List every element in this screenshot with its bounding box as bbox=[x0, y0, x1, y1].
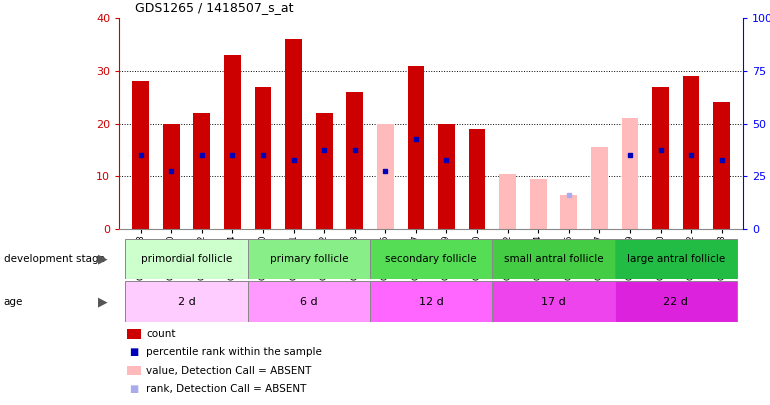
Bar bbox=[621, 118, 638, 229]
Text: count: count bbox=[146, 329, 176, 339]
Text: rank, Detection Call = ABSENT: rank, Detection Call = ABSENT bbox=[146, 384, 306, 394]
Text: 2 d: 2 d bbox=[178, 297, 196, 307]
Bar bbox=[224, 55, 241, 229]
Bar bbox=[683, 76, 699, 229]
Bar bbox=[346, 92, 363, 229]
Bar bbox=[248, 281, 370, 322]
Bar bbox=[163, 124, 179, 229]
Text: ■: ■ bbox=[129, 384, 139, 394]
Text: age: age bbox=[4, 297, 23, 307]
Bar bbox=[492, 281, 614, 322]
Bar bbox=[132, 81, 149, 229]
Bar bbox=[126, 239, 248, 279]
Bar bbox=[438, 124, 455, 229]
Text: small antral follicle: small antral follicle bbox=[504, 254, 604, 264]
Bar bbox=[377, 124, 393, 229]
Bar bbox=[407, 66, 424, 229]
Bar bbox=[469, 129, 485, 229]
Bar bbox=[614, 281, 737, 322]
Bar bbox=[713, 102, 730, 229]
Bar bbox=[492, 239, 614, 279]
Bar bbox=[530, 179, 547, 229]
Bar bbox=[285, 39, 302, 229]
Text: ▶: ▶ bbox=[99, 295, 108, 308]
Text: 12 d: 12 d bbox=[419, 297, 444, 307]
Bar bbox=[499, 173, 516, 229]
Text: value, Detection Call = ABSENT: value, Detection Call = ABSENT bbox=[146, 366, 312, 375]
Bar bbox=[316, 113, 333, 229]
Bar bbox=[193, 113, 210, 229]
Text: 6 d: 6 d bbox=[300, 297, 318, 307]
Bar bbox=[591, 147, 608, 229]
Bar bbox=[561, 195, 578, 229]
Bar bbox=[370, 239, 492, 279]
Bar bbox=[126, 281, 248, 322]
Bar bbox=[255, 87, 272, 229]
Text: primary follicle: primary follicle bbox=[270, 254, 348, 264]
Text: ▶: ▶ bbox=[99, 253, 108, 266]
Text: ■: ■ bbox=[129, 347, 139, 357]
Text: 22 d: 22 d bbox=[663, 297, 688, 307]
Bar bbox=[248, 239, 370, 279]
Text: primordial follicle: primordial follicle bbox=[141, 254, 233, 264]
Text: large antral follicle: large antral follicle bbox=[627, 254, 725, 264]
Text: percentile rank within the sample: percentile rank within the sample bbox=[146, 347, 322, 357]
Text: secondary follicle: secondary follicle bbox=[386, 254, 477, 264]
Text: GDS1265 / 1418507_s_at: GDS1265 / 1418507_s_at bbox=[135, 1, 293, 14]
Bar bbox=[614, 239, 737, 279]
Text: development stage: development stage bbox=[4, 254, 105, 264]
Text: 17 d: 17 d bbox=[541, 297, 566, 307]
Bar bbox=[652, 87, 669, 229]
Bar bbox=[370, 281, 492, 322]
